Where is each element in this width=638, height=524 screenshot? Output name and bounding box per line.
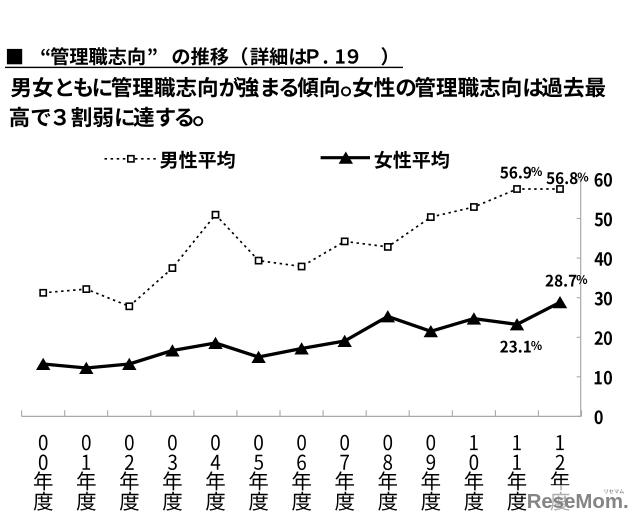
svg-text:ReseMom.: ReseMom.	[527, 491, 629, 513]
